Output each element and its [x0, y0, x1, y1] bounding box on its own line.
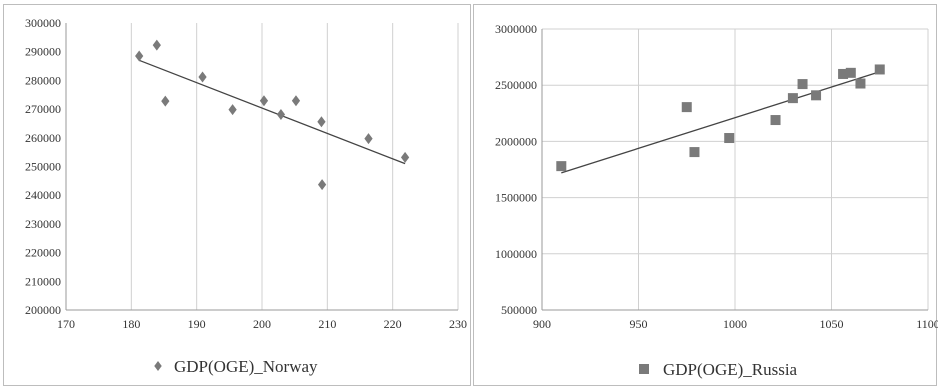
russia-data-point	[556, 161, 567, 172]
norway-y-tick-label: 270000	[25, 102, 61, 116]
norway-x-tick-label: 170	[57, 317, 75, 331]
russia-x-tick-label: 1050	[820, 317, 844, 331]
russia-legend-marker	[639, 364, 649, 374]
norway-y-tick-label: 230000	[25, 217, 61, 231]
norway-trendline	[138, 59, 406, 165]
norway-chart-panel: 200000 210000 220000 230000 240000 250000 2600…	[3, 4, 471, 386]
norway-y-tick-label: 300000	[25, 16, 61, 30]
russia-data-point	[797, 79, 808, 90]
russia-chart-panel: 500000 1000000 1500000 2000000 2500000 300000…	[473, 4, 938, 386]
norway-x-tick-label: 190	[188, 317, 206, 331]
russia-y-tick-label: 1500000	[495, 191, 537, 205]
russia-y-tick-label: 500000	[501, 303, 537, 317]
norway-data-point	[364, 133, 373, 145]
russia-data-point	[845, 67, 856, 78]
norway-data-point	[317, 116, 326, 128]
norway-data-point	[276, 109, 286, 121]
norway-data-point	[291, 95, 301, 107]
norway-x-tick-label: 200	[253, 317, 271, 331]
russia-x-tick-label: 1000	[723, 317, 747, 331]
norway-y-tick-label: 240000	[25, 188, 61, 202]
norway-data-point	[198, 71, 207, 83]
russia-data-point	[689, 147, 700, 158]
russia-data-point	[770, 115, 781, 126]
russia-data-point	[874, 64, 885, 75]
norway-x-tick-label: 220	[384, 317, 402, 331]
russia-data-point	[811, 90, 822, 101]
norway-legend-marker	[154, 361, 162, 371]
russia-scatter-chart: 500000 1000000 1500000 2000000 2500000 300000…	[495, 22, 938, 379]
russia-data-point	[724, 133, 735, 144]
russia-data-point	[838, 68, 849, 79]
russia-trendline	[561, 71, 880, 174]
norway-data-point	[161, 95, 170, 107]
norway-scatter-chart: 200000 210000 220000 230000 240000 250000 2600…	[25, 16, 467, 376]
norway-data-point	[259, 95, 269, 107]
norway-legend-label: GDP(OGE)_Norway	[174, 357, 318, 376]
norway-data-point	[152, 39, 161, 51]
norway-x-tick-label: 180	[122, 317, 140, 331]
russia-data-point	[855, 78, 866, 89]
norway-y-tick-label: 220000	[25, 246, 61, 260]
russia-y-tick-label: 1000000	[495, 247, 537, 261]
russia-legend-label: GDP(OGE)_Russia	[663, 360, 798, 379]
norway-y-tick-label: 290000	[25, 45, 61, 59]
russia-x-tick-label: 950	[630, 317, 648, 331]
russia-x-tick-label: 1100	[916, 317, 938, 331]
norway-data-point	[135, 50, 144, 62]
norway-x-tick-label: 230	[449, 317, 467, 331]
norway-y-tick-label: 200000	[25, 303, 61, 317]
norway-y-tick-label: 260000	[25, 131, 61, 145]
norway-data-point	[317, 179, 327, 191]
russia-y-tick-label: 2500000	[495, 78, 537, 92]
norway-y-tick-label: 280000	[25, 73, 61, 87]
norway-y-tick-label: 210000	[25, 274, 61, 288]
russia-x-tick-label: 900	[533, 317, 551, 331]
russia-y-tick-label: 2000000	[495, 134, 537, 148]
russia-data-point	[681, 102, 692, 113]
norway-y-tick-label: 250000	[25, 160, 61, 174]
norway-data-point	[228, 104, 237, 116]
russia-y-tick-label: 3000000	[495, 22, 537, 36]
norway-data-point	[400, 151, 410, 163]
norway-x-tick-label: 210	[318, 317, 336, 331]
russia-data-point	[787, 93, 798, 104]
